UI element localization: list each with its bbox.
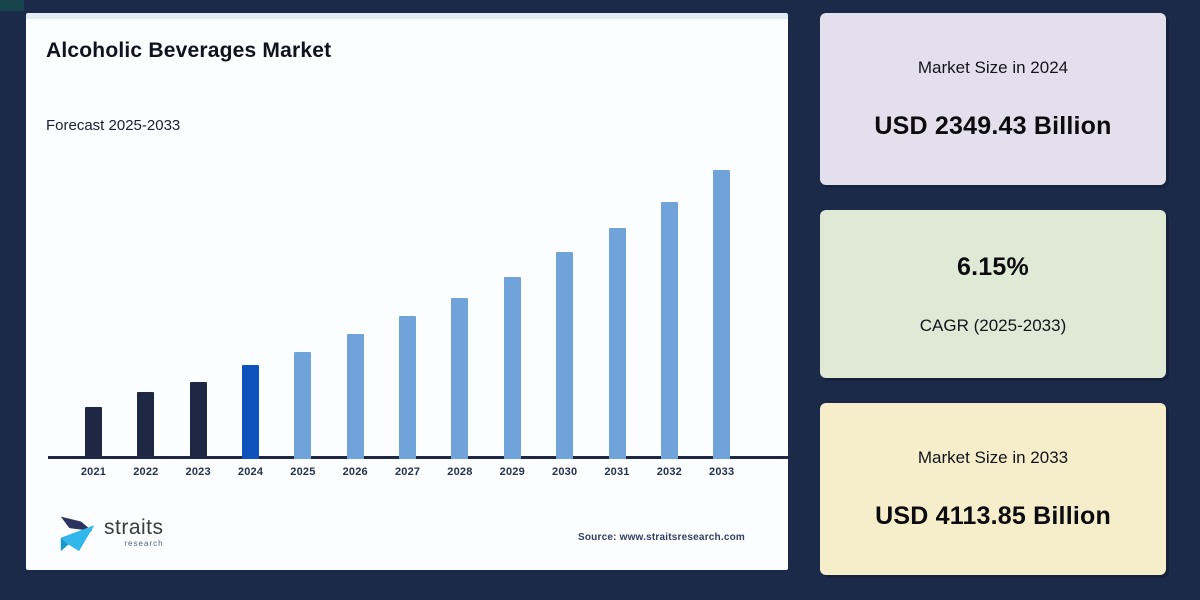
bar-2032	[660, 201, 678, 459]
bar-2024	[242, 364, 260, 459]
bar-2031	[608, 228, 626, 459]
stat-card-cagr-label: CAGR (2025-2033)	[919, 315, 1067, 335]
stat-card-market-size-2024: Market Size in 2024 USD 2349.43 Billion	[820, 13, 1166, 185]
stat-card-2024-value: USD 2349.43 Billion	[874, 111, 1112, 140]
chart-panel: Alcoholic Beverages Market Forecast 2025…	[26, 13, 796, 570]
bar-2030	[556, 252, 574, 459]
logo-brand-text: straits	[104, 515, 164, 539]
x-tick-2027: 2027	[394, 466, 421, 478]
x-axis-line	[48, 456, 796, 459]
stat-card-cagr: 6.15% CAGR (2025-2033)	[820, 210, 1166, 378]
x-tick-2033: 2033	[709, 466, 735, 478]
bar-2028	[451, 297, 469, 459]
straits-research-logo: straits research	[56, 509, 164, 555]
stat-card-2024-label: Market Size in 2024	[917, 57, 1069, 77]
bar-2025	[294, 351, 312, 459]
bar-chart: 2021 2022 2023 2024 2025 2026 2027 2028 2029 2030…	[26, 19, 796, 570]
stat-card-market-size-2033: Market Size in 2033 USD 4113.85 Billion	[820, 403, 1166, 575]
x-tick-2022: 2022	[133, 466, 159, 478]
forecast-subtitle: Forecast 2025-2033	[46, 117, 181, 134]
stat-card-2033-label: Market Size in 2033	[917, 447, 1069, 467]
x-tick-2026: 2026	[342, 466, 368, 478]
bar-2021	[85, 406, 102, 459]
stat-card-2033-value: USD 4113.85 Billion	[875, 501, 1111, 530]
bar-2023	[189, 382, 207, 459]
page-title: Alcoholic Beverages Market	[46, 39, 332, 62]
top-left-accent	[0, 0, 24, 11]
x-tick-2024: 2024	[237, 466, 264, 478]
x-tick-2030: 2030	[552, 466, 578, 478]
logo-wordmark: straits research	[104, 517, 164, 548]
x-tick-2029: 2029	[499, 466, 525, 478]
bar-2029	[503, 276, 521, 459]
bar-2022	[137, 391, 155, 459]
bar-2026	[346, 333, 364, 459]
logo-sub-text: research	[124, 538, 164, 548]
x-tick-2025: 2025	[290, 466, 316, 478]
x-tick-2032: 2032	[656, 466, 682, 478]
bar-2033	[713, 170, 731, 459]
straits-logo-icon	[60, 516, 95, 552]
bar-2027	[399, 315, 417, 459]
source-attribution: Source: www.straitsresearch.com	[577, 532, 745, 543]
stats-column: Market Size in 2024 USD 2349.43 Billion …	[820, 0, 1166, 600]
x-tick-2028: 2028	[447, 466, 473, 478]
x-tick-2023: 2023	[185, 466, 211, 478]
stat-card-cagr-value: 6.15%	[957, 252, 1029, 281]
x-tick-2021: 2021	[80, 466, 107, 478]
x-tick-2031: 2031	[604, 466, 630, 478]
